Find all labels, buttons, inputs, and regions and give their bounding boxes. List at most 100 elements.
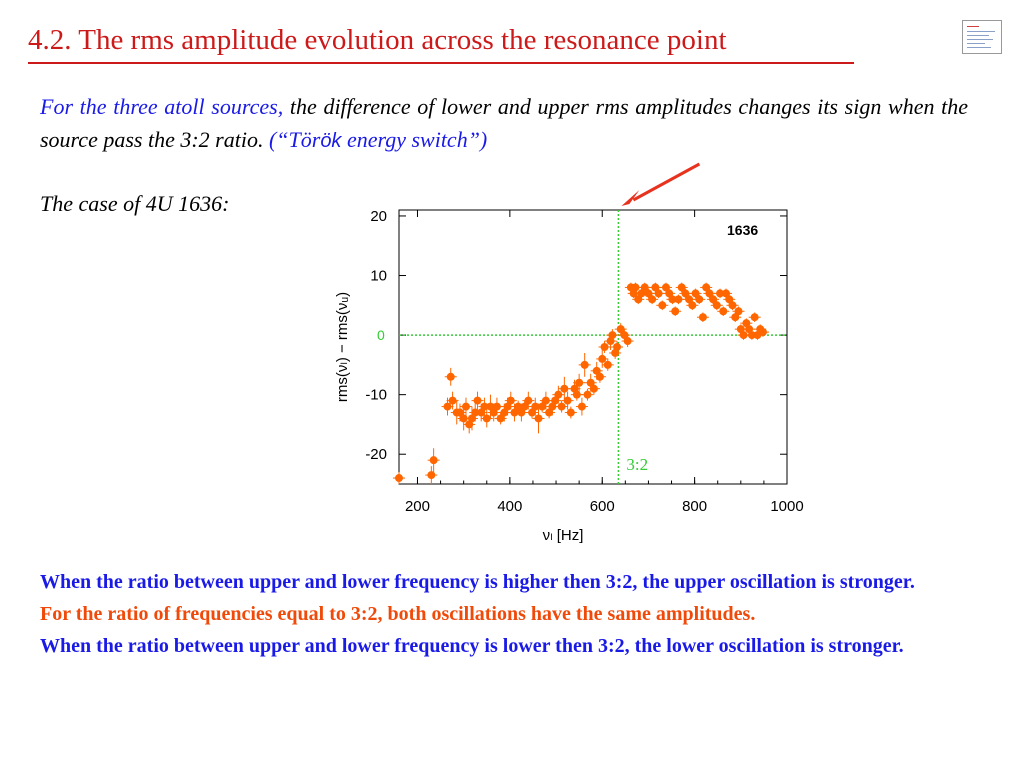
point-marker (520, 402, 529, 411)
data-point (469, 403, 482, 422)
point-marker (613, 343, 622, 351)
x-axis-label: νₗ [Hz] (543, 527, 584, 544)
data-point (646, 294, 659, 305)
point-marker (709, 295, 718, 304)
conclusions: When the ratio between upper and lower f… (40, 566, 968, 662)
data-point (564, 406, 577, 419)
point-marker (548, 402, 557, 411)
point-marker (566, 408, 575, 417)
point-marker (455, 408, 464, 417)
point-marker (644, 289, 653, 298)
point-marker (671, 307, 680, 316)
point-marker (563, 396, 572, 405)
point-marker (429, 456, 438, 465)
data-point (504, 391, 517, 410)
point-marker (586, 378, 595, 387)
data-point (748, 312, 761, 322)
data-point (526, 406, 539, 419)
resonance-label: 3:2 (626, 455, 648, 474)
point-marker (503, 402, 512, 411)
plot-frame (398, 209, 788, 485)
point-marker (600, 343, 609, 351)
data-point (679, 288, 692, 299)
point-marker (583, 390, 592, 399)
data-point (707, 294, 720, 305)
point-marker (631, 283, 640, 292)
point-marker (603, 360, 612, 369)
data-point (632, 294, 645, 305)
data-point (561, 391, 574, 410)
data-point (675, 282, 688, 293)
point-marker (598, 354, 607, 363)
data-point (490, 397, 503, 416)
data-point (700, 282, 713, 293)
data-point (686, 300, 699, 311)
data-point (393, 472, 405, 484)
point-marker (477, 408, 486, 417)
point-marker (691, 289, 700, 298)
data-point (587, 382, 600, 395)
data-point (629, 282, 642, 293)
data-point (729, 312, 742, 322)
point-marker (531, 402, 540, 411)
point-marker (750, 313, 759, 322)
point-marker (461, 402, 470, 411)
data-point (427, 448, 440, 473)
data-point (663, 288, 676, 299)
data-point (601, 358, 614, 371)
point-marker (589, 384, 598, 393)
data-point (532, 403, 545, 434)
point-marker (731, 313, 740, 322)
point-marker (427, 471, 436, 480)
data-point (480, 409, 493, 428)
y-tick-label: 10 (370, 268, 387, 285)
data-point (459, 397, 472, 416)
point-marker (595, 372, 604, 381)
data-point (621, 335, 634, 347)
point-marker (541, 396, 550, 405)
slide-thumbnail-icon[interactable] (962, 20, 1002, 54)
point-marker (712, 301, 721, 310)
data-point (669, 306, 682, 317)
point-marker (395, 474, 403, 483)
quote-open: (“Tör (268, 127, 321, 152)
data-point (659, 282, 672, 293)
point-marker (702, 283, 711, 292)
x-tick-label: 800 (682, 498, 707, 515)
point-marker (473, 396, 482, 405)
data-point (471, 391, 484, 410)
data-point (522, 391, 535, 410)
point-marker (716, 289, 725, 298)
point-marker (674, 295, 683, 304)
data-point (552, 385, 565, 404)
data-point (570, 388, 583, 401)
conclusion-equal: For the ratio of frequencies equal to 3:… (40, 603, 756, 625)
point-marker (492, 402, 501, 411)
quote-sans: ök (320, 130, 342, 152)
x-tick-label: 200 (405, 498, 430, 515)
intro-quote: (“Török energy switch”) (269, 127, 487, 152)
data-point (573, 373, 586, 392)
point-marker (758, 328, 767, 337)
data-point (649, 282, 662, 293)
data-point (756, 327, 769, 337)
point-marker (734, 307, 743, 316)
data-point (425, 466, 438, 484)
data-point (693, 294, 706, 305)
point-marker (465, 420, 474, 429)
point-marker (446, 372, 455, 381)
point-marker (698, 313, 707, 322)
point-marker (661, 283, 670, 292)
y-tick-label: -10 (365, 387, 387, 404)
data-point (596, 349, 609, 368)
point-marker (545, 408, 554, 417)
point-marker (668, 295, 677, 304)
point-marker (654, 289, 663, 298)
data-point (593, 370, 606, 383)
data-point (652, 288, 665, 299)
point-marker (620, 331, 629, 340)
data-point (737, 330, 750, 340)
point-marker (538, 402, 547, 411)
point-marker (575, 378, 584, 387)
point-marker (459, 414, 468, 423)
